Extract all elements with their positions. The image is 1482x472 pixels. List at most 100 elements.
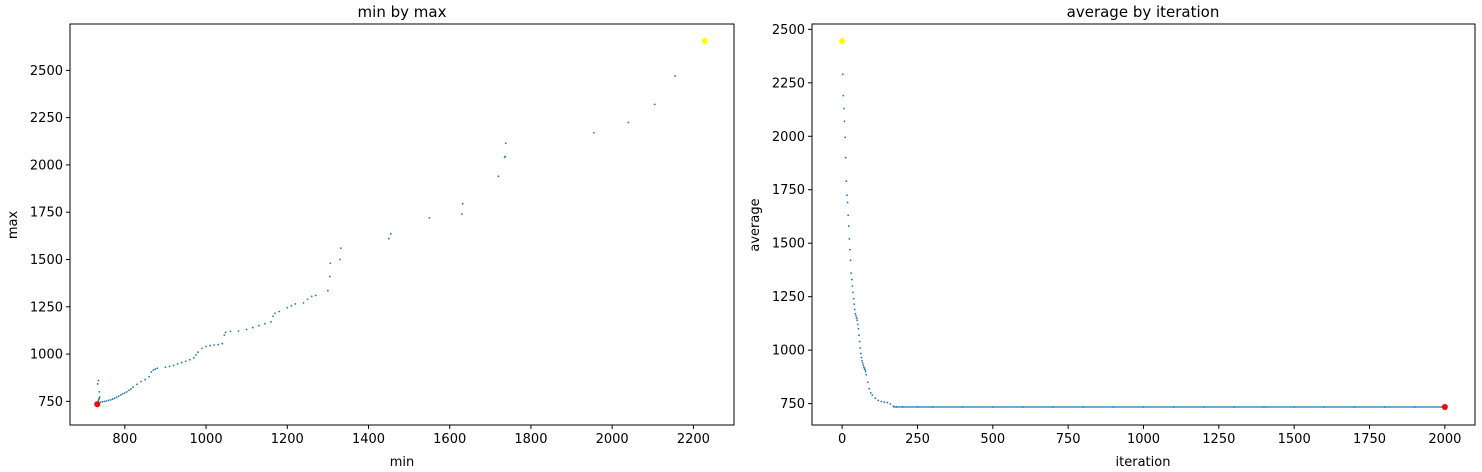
data-point (192, 356, 195, 359)
data-point (844, 156, 847, 159)
data-point (863, 367, 866, 370)
data-point (862, 364, 865, 367)
x-axis-label: iteration (1116, 455, 1171, 470)
data-point (865, 373, 868, 376)
data-point (461, 202, 464, 205)
data-point (194, 354, 197, 356)
y-tick-label: 2000 (30, 158, 63, 173)
data-point (845, 180, 848, 183)
data-point (127, 389, 130, 392)
data-point (209, 344, 212, 347)
data-point (123, 391, 126, 394)
data-point (889, 403, 892, 405)
data-point (901, 405, 904, 408)
data-point (856, 319, 859, 322)
data-point (855, 315, 857, 317)
data-point (504, 142, 507, 145)
data-point (310, 295, 313, 298)
data-point (172, 364, 175, 367)
data-point (877, 399, 880, 402)
data-point (874, 397, 877, 400)
data-point (152, 369, 155, 372)
x-tick-label: 1250 (1202, 432, 1235, 447)
data-point (101, 400, 104, 403)
data-point (843, 107, 845, 110)
chart-min-by-max: min by max 800 1000 1200 1400 1600 1800 2000 22… (6, 3, 735, 470)
y-axis-label: average (748, 198, 763, 251)
data-point (329, 262, 332, 265)
data-point (991, 406, 994, 408)
start-point (839, 38, 846, 45)
data-point (176, 363, 179, 365)
data-point (849, 248, 851, 251)
x-tick-label: 250 (905, 432, 930, 447)
data-point (98, 396, 101, 399)
data-point (852, 291, 854, 294)
data-point (627, 121, 630, 124)
x-tick-label: 800 (112, 432, 137, 447)
data-point (115, 396, 118, 399)
y-tick-label: 1000 (772, 344, 805, 359)
data-point (223, 334, 226, 337)
data-point (109, 398, 112, 401)
data-point (105, 400, 108, 402)
data-point (866, 381, 869, 384)
data-point (339, 258, 341, 261)
data-point (156, 367, 159, 370)
data-point (302, 302, 305, 304)
data-point (871, 394, 874, 396)
data-point (294, 303, 297, 305)
data-point (497, 175, 500, 178)
data-point (201, 347, 203, 350)
data-point (99, 401, 102, 404)
x-tick-label: 0 (838, 432, 846, 447)
data-point (860, 356, 863, 359)
data-point (290, 304, 293, 307)
data-point (150, 371, 153, 373)
x-tick-label: 1750 (1353, 432, 1386, 447)
data-points (94, 38, 708, 408)
data-point (121, 392, 124, 395)
y-ticks: 750 1000 1250 1500 1750 2000 2250 2500 (30, 64, 70, 410)
data-point (154, 368, 157, 371)
data-point (213, 344, 216, 346)
y-tick-label: 750 (780, 397, 805, 412)
x-tick-label: 2000 (1428, 432, 1461, 447)
data-point (1172, 406, 1175, 408)
data-point (113, 397, 116, 400)
data-point (257, 324, 260, 327)
data-point (849, 259, 852, 262)
chart-title: min by max (358, 3, 447, 21)
best-point (94, 401, 101, 408)
y-tick-label: 2250 (772, 76, 805, 91)
y-tick-label: 1250 (772, 290, 805, 305)
data-point (1052, 406, 1054, 408)
data-point (168, 365, 171, 368)
x-tick-label: 500 (980, 432, 1005, 447)
data-point (428, 216, 431, 219)
data-point (1293, 406, 1296, 408)
x-ticks: 0 250 500 750 1000 1250 1500 1750 2000 (838, 425, 1461, 447)
plot-frame (69, 23, 735, 426)
data-point (1383, 406, 1386, 408)
data-point (96, 383, 99, 385)
data-point (387, 237, 390, 240)
data-point (892, 405, 895, 408)
data-point (895, 405, 898, 408)
data-point (221, 342, 224, 345)
data-point (278, 310, 281, 313)
data-point (931, 406, 934, 408)
data-point (107, 399, 110, 402)
data-point (97, 379, 100, 382)
data-point (125, 390, 128, 393)
data-point (164, 366, 167, 369)
data-point (389, 233, 392, 235)
y-axis-label: max (6, 211, 21, 240)
y-tick-label: 1250 (30, 300, 63, 315)
chart-average-by-iteration: average by iteration 0 250 500 750 1000 1250 1… (748, 3, 1476, 470)
data-point (205, 345, 207, 348)
x-tick-label: 1500 (1278, 432, 1311, 447)
data-point (286, 306, 289, 309)
data-point (274, 312, 276, 315)
